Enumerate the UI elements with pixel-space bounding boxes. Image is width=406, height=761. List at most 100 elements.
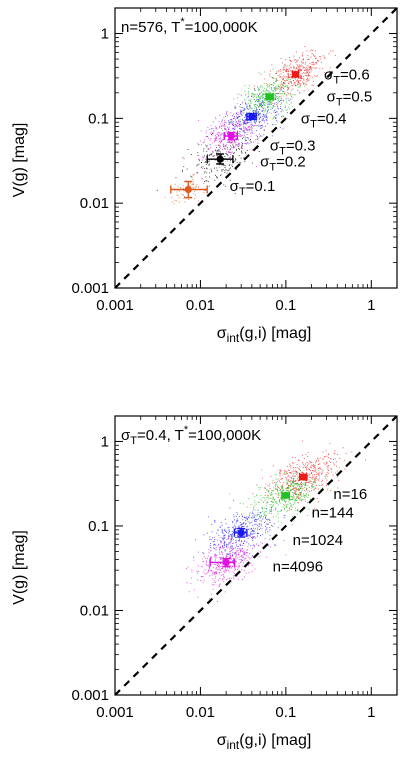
scatter-point (260, 487, 262, 489)
scatter-point (286, 117, 288, 119)
scatter-point (238, 113, 240, 115)
scatter-point (310, 481, 312, 483)
scatter-point (291, 482, 293, 484)
scatter-point (248, 138, 250, 140)
scatter-point (241, 152, 243, 154)
scatter-point (218, 132, 220, 134)
scatter-point (190, 154, 192, 156)
scatter-point (203, 182, 205, 184)
scatter-point (216, 147, 218, 149)
scatter-point (294, 78, 296, 80)
scatter-point (318, 55, 320, 57)
scatter-point (290, 61, 292, 63)
scatter-point (224, 528, 226, 530)
scatter-point (246, 506, 248, 508)
scatter-point (294, 509, 296, 511)
scatter-point (254, 95, 256, 97)
scatter-point (300, 483, 303, 485)
scatter-point (327, 469, 330, 472)
scatter-point (241, 545, 243, 547)
scatter-point (200, 565, 202, 567)
scatter-point (226, 146, 228, 148)
scatter-point (219, 140, 221, 143)
series-label-0: n=16 (333, 486, 367, 503)
scatter-cloud-0 (232, 440, 366, 518)
scatter-point (233, 146, 236, 148)
scatter-point (230, 535, 232, 537)
scatter-point (288, 88, 290, 90)
scatter-point (231, 543, 234, 545)
diagonal-line (115, 416, 397, 695)
scatter-point (243, 107, 245, 109)
scatter-point (259, 104, 262, 106)
scatter-point (173, 203, 175, 205)
scatter-point (287, 98, 289, 100)
scatter-point (214, 126, 216, 128)
scatter-point (182, 157, 184, 159)
scatter-point (291, 491, 293, 494)
scatter-point (271, 90, 273, 92)
scatter-point (226, 172, 228, 174)
scatter-point (308, 71, 310, 73)
scatter-point (251, 132, 253, 134)
scatter-point (304, 486, 306, 488)
scatter-point (311, 478, 313, 480)
scatter-point (241, 151, 243, 153)
scatter-point (283, 507, 285, 509)
scatter-point (197, 551, 199, 553)
scatter-point (230, 153, 232, 156)
scatter-point (251, 536, 253, 538)
scatter-point (260, 116, 262, 118)
scatter-point (218, 149, 220, 151)
scatter-point (191, 569, 193, 571)
scatter-point (252, 125, 254, 127)
scatter-point (243, 549, 245, 551)
scatter-point (208, 598, 210, 600)
scatter-point (223, 540, 225, 542)
scatter-point (208, 148, 210, 150)
scatter-point (207, 160, 209, 162)
scatter-point (268, 512, 270, 514)
scatter-point (204, 573, 206, 575)
scatter-point (269, 75, 271, 77)
scatter-point (260, 85, 262, 87)
scatter-point (193, 183, 195, 185)
scatter-point (313, 478, 315, 480)
scatter-point (298, 57, 301, 59)
scatter-point (256, 111, 258, 113)
scatter-point (307, 452, 309, 454)
scatter-point (288, 76, 290, 78)
scatter-point (225, 530, 227, 532)
scatter-point (312, 49, 314, 52)
scatter-point (283, 80, 285, 82)
scatter-point (240, 524, 242, 526)
scatter-point (274, 98, 276, 100)
scatter-point (231, 123, 233, 125)
scatter-point (240, 128, 242, 131)
scatter-point (254, 505, 256, 507)
scatter-point (210, 138, 212, 140)
scatter-point (262, 120, 264, 122)
scatter-point (264, 510, 266, 513)
scatter-point (306, 466, 308, 468)
scatter-point (225, 569, 227, 571)
scatter-point (187, 566, 189, 568)
scatter-point (190, 582, 192, 584)
scatter-point (311, 470, 314, 472)
scatter-point (252, 555, 254, 557)
scatter-point (238, 526, 240, 528)
scatter-point (250, 132, 252, 134)
scatter-point (248, 498, 250, 500)
scatter-point (329, 67, 331, 69)
scatter-point (234, 551, 236, 554)
scatter-point (211, 153, 213, 155)
scatter-point (213, 540, 215, 542)
scatter-point (249, 552, 251, 555)
scatter-point (272, 498, 274, 500)
scatter-point (256, 484, 258, 486)
scatter-point (311, 512, 313, 514)
scatter-point (317, 488, 320, 490)
scatter-point (221, 530, 223, 532)
scatter-point (244, 102, 247, 104)
scatter-point (221, 119, 223, 121)
